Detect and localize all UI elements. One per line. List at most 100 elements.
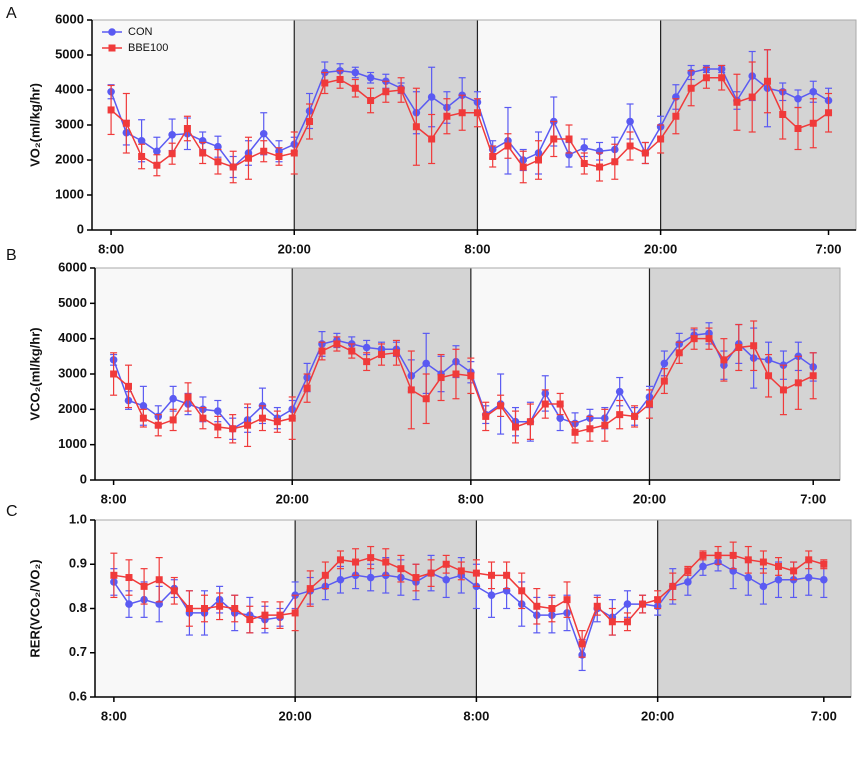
marker [512, 423, 520, 431]
marker [153, 147, 161, 156]
marker [168, 150, 176, 158]
marker [645, 400, 653, 408]
marker [608, 618, 616, 626]
x-tick-label: 8:00 [463, 708, 489, 723]
y-tick-label: 3000 [58, 365, 87, 380]
marker [306, 585, 314, 593]
marker [489, 153, 497, 160]
marker [580, 160, 588, 167]
marker [306, 118, 314, 125]
marker [229, 425, 237, 433]
marker [452, 370, 460, 378]
panel: 0.6 0.7 0.8 0.9 1.0 8:00 20:00 8:00 20:00 7:00 C RE… [6, 503, 852, 723]
marker [759, 582, 768, 591]
marker [427, 569, 435, 577]
marker [623, 600, 632, 608]
marker [382, 88, 390, 96]
x-tick-label: 7:00 [811, 708, 837, 723]
y-tick-label: 2000 [58, 401, 87, 416]
marker [351, 68, 360, 77]
marker [733, 98, 741, 106]
marker [290, 149, 298, 157]
marker [497, 402, 505, 410]
marker [473, 109, 481, 117]
marker [125, 600, 133, 608]
marker [366, 573, 375, 582]
marker [794, 379, 802, 387]
marker [273, 418, 281, 426]
y-tick-label: 4000 [55, 81, 84, 96]
y-tick-label: 0 [80, 471, 87, 486]
marker [214, 407, 222, 415]
marker [580, 143, 589, 152]
y-tick-label: 3000 [55, 116, 84, 131]
dark-period [657, 520, 851, 697]
legend-marker [108, 44, 116, 52]
marker [214, 423, 222, 431]
marker [216, 602, 224, 610]
marker [774, 575, 783, 584]
marker [275, 153, 283, 160]
marker [820, 575, 828, 584]
marker [809, 87, 818, 96]
marker [759, 558, 767, 566]
x-tick-label: 20:00 [279, 708, 312, 723]
marker [231, 605, 239, 612]
marker [169, 416, 177, 424]
marker [718, 74, 726, 82]
marker [729, 551, 737, 559]
marker [735, 344, 743, 351]
marker [623, 618, 631, 626]
marker [654, 596, 662, 604]
marker [503, 571, 511, 579]
y-tick-label: 0.6 [69, 688, 87, 703]
marker [744, 556, 752, 564]
marker [660, 359, 669, 368]
marker [154, 421, 162, 429]
marker [397, 86, 405, 94]
marker [675, 349, 683, 357]
marker [639, 600, 647, 608]
marker [137, 136, 146, 145]
dark-period [660, 20, 856, 230]
marker [201, 605, 209, 612]
dark-period [295, 520, 477, 697]
marker [153, 161, 161, 169]
marker [526, 418, 534, 426]
marker [110, 370, 118, 378]
marker [779, 386, 787, 394]
marker [519, 163, 527, 171]
marker [805, 556, 813, 564]
marker [184, 393, 192, 401]
y-tick-label: 5000 [58, 295, 87, 310]
marker [107, 106, 115, 114]
marker [336, 556, 344, 564]
marker [199, 414, 207, 422]
x-tick-label: 8:00 [101, 491, 127, 506]
marker [825, 109, 833, 117]
marker [428, 135, 436, 143]
marker [790, 567, 798, 575]
marker [578, 640, 586, 648]
panel-label: C [6, 503, 18, 520]
marker [382, 558, 390, 566]
marker [412, 574, 420, 582]
y-tick-label: 4000 [58, 330, 87, 345]
marker [185, 605, 193, 612]
marker [556, 400, 564, 408]
marker [714, 551, 722, 559]
marker [548, 605, 556, 612]
y-tick-label: 0.9 [69, 556, 87, 571]
marker [378, 351, 386, 359]
marker [794, 94, 802, 103]
marker [214, 142, 222, 151]
marker [258, 414, 266, 422]
marker [660, 377, 668, 385]
y-axis-label: RER(VCO₂/VO₂) [27, 559, 42, 657]
marker [363, 358, 371, 366]
marker [482, 412, 490, 420]
x-tick-label: 20:00 [641, 708, 674, 723]
marker [336, 575, 345, 584]
marker [593, 602, 601, 610]
marker [626, 117, 634, 126]
